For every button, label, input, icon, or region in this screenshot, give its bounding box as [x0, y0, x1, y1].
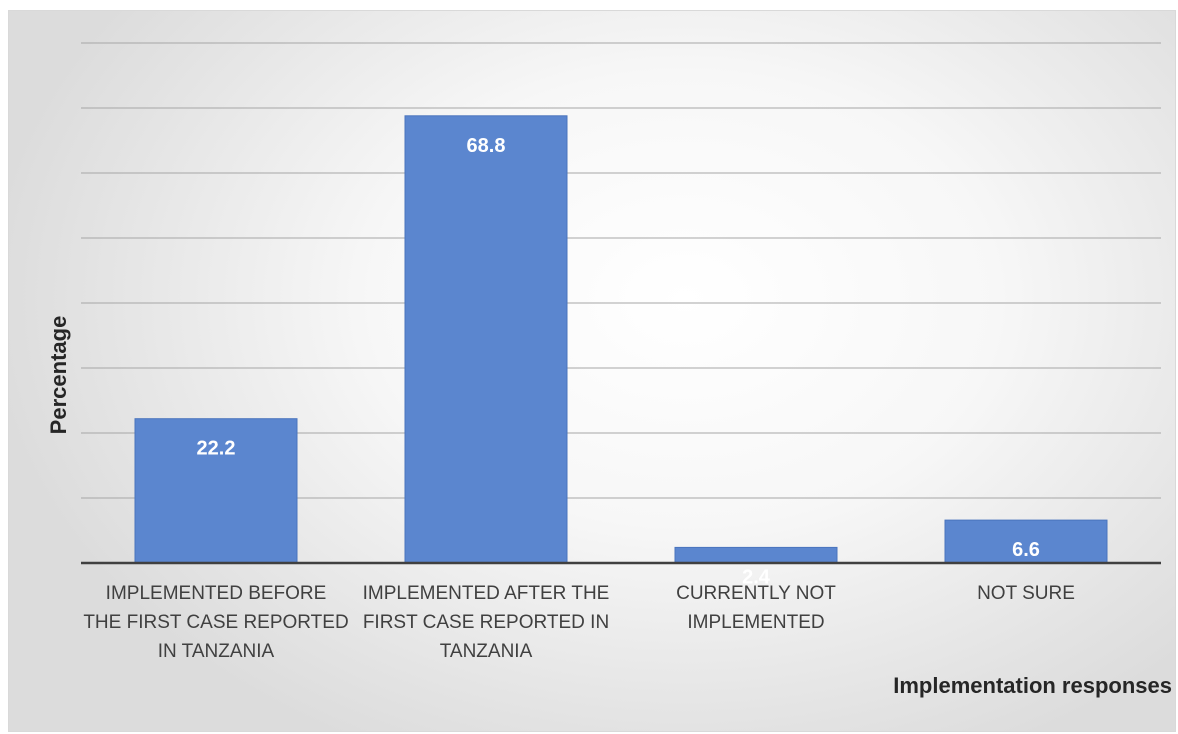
- y-axis-label: Percentage: [46, 316, 71, 435]
- data-label: 6.6: [1012, 539, 1040, 561]
- x-tick-label-line: CURRENTLY NOT: [676, 583, 836, 604]
- x-axis-label: Implementation responses: [893, 673, 1172, 698]
- x-tick-label-line: TANZANIA: [440, 641, 533, 662]
- x-tick-label: IMPLEMENTED BEFORE THE FIRST CASE REPORTE…: [83, 583, 348, 662]
- x-tick-label-line: THE FIRST CASE REPORTED: [83, 612, 348, 633]
- bar-chart: 22.2 68.8 2.4 6.6 IMPLEMENTED BEFORE THE FIR…: [46, 42, 1172, 698]
- x-tick-label: NOT SURE: [977, 583, 1075, 604]
- data-label: 68.8: [467, 135, 506, 157]
- bar: [134, 418, 298, 564]
- bars: [134, 115, 1108, 564]
- chart-area: 22.2 68.8 2.4 6.6 IMPLEMENTED BEFORE THE FIR…: [8, 10, 1176, 732]
- x-tick-label-line: IN TANZANIA: [158, 641, 275, 662]
- x-tick-label-line: IMPLEMENTED BEFORE: [106, 583, 327, 604]
- data-labels: 22.2 68.8 2.4 6.6: [197, 135, 1040, 589]
- x-tick-labels: IMPLEMENTED BEFORE THE FIRST CASE REPORTE…: [83, 583, 1075, 662]
- x-tick-label-line: FIRST CASE REPORTED IN: [363, 612, 609, 633]
- bar: [404, 115, 568, 564]
- x-tick-label: CURRENTLY NOT IMPLEMENTED: [676, 583, 836, 633]
- x-tick-label-line: NOT SURE: [977, 583, 1075, 604]
- data-label: 2.4: [742, 566, 771, 588]
- x-tick-label-line: IMPLEMENTED AFTER THE: [363, 583, 610, 604]
- x-tick-label-line: IMPLEMENTED: [687, 612, 824, 633]
- bar: [674, 546, 838, 564]
- x-tick-label: IMPLEMENTED AFTER THE FIRST CASE REPORTED…: [363, 583, 610, 662]
- bar: [944, 519, 1108, 564]
- data-label: 22.2: [197, 438, 236, 460]
